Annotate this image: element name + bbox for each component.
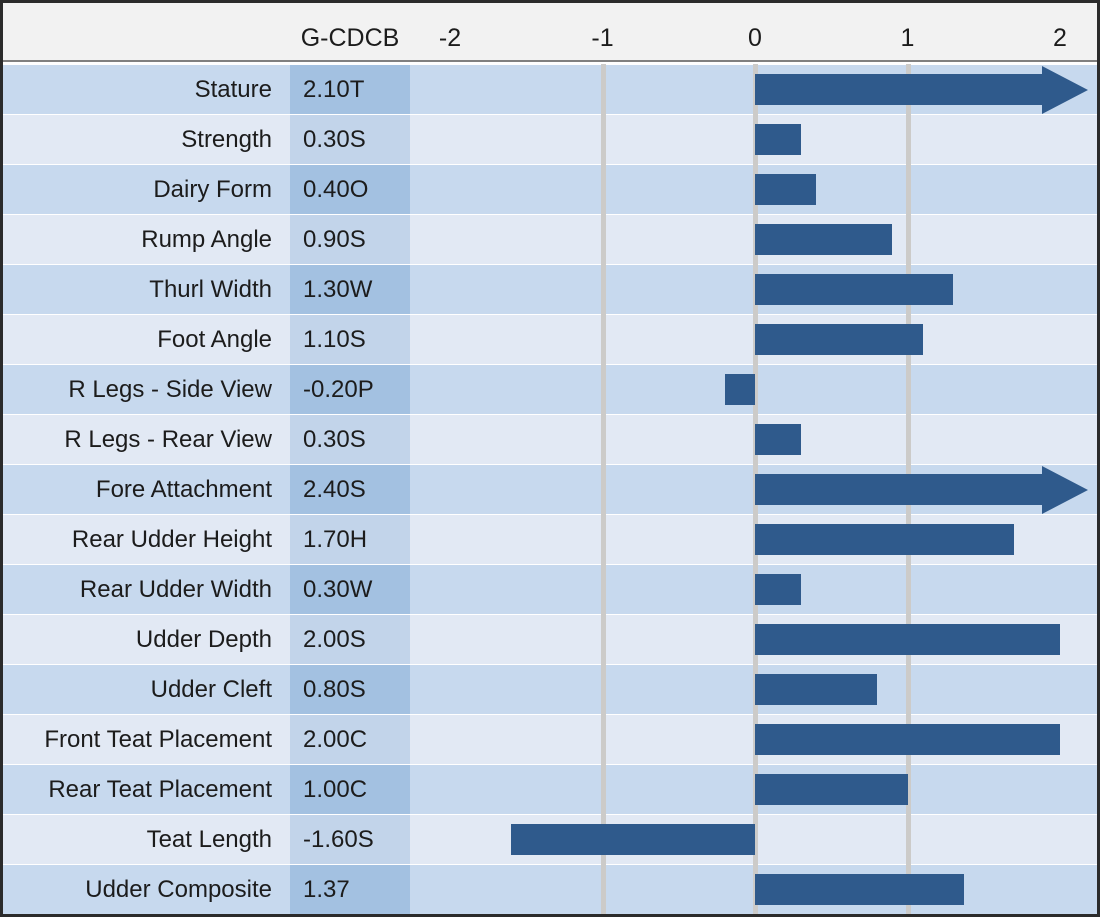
trait-row: Rump Angle 0.90S — [3, 214, 1097, 264]
trait-bar — [755, 524, 1015, 555]
trait-value: 2.40S — [290, 465, 410, 514]
trait-bar — [724, 374, 755, 405]
trait-label: Fore Attachment — [3, 465, 290, 514]
trait-value: 0.30S — [290, 415, 410, 464]
trait-label: Teat Length — [3, 815, 290, 864]
trait-label: Rear Udder Height — [3, 515, 290, 564]
trait-value: 0.90S — [290, 215, 410, 264]
trait-bar — [511, 824, 755, 855]
trait-value: 2.00C — [290, 715, 410, 764]
trait-value: 2.10T — [290, 65, 410, 114]
axis-tick-label: 2 — [1053, 24, 1067, 52]
bar-overflow-arrowhead-icon — [1042, 66, 1088, 114]
trait-label: R Legs - Rear View — [3, 415, 290, 464]
trait-bar-track — [410, 815, 1097, 864]
trait-row: Udder Depth 2.00S — [3, 614, 1097, 664]
trait-label: Strength — [3, 115, 290, 164]
axis-tick-label: 0 — [748, 24, 762, 52]
trait-row: R Legs - Side View -0.20P — [3, 364, 1097, 414]
trait-bar — [755, 774, 908, 805]
trait-row: Foot Angle 1.10S — [3, 314, 1097, 364]
trait-bar — [755, 424, 801, 455]
trait-bar — [755, 124, 801, 155]
trait-value: 1.00C — [290, 765, 410, 814]
trait-label: Front Teat Placement — [3, 715, 290, 764]
chart-gridline — [600, 64, 606, 914]
trait-bar — [755, 474, 1042, 505]
bar-overflow-arrowhead-icon — [1042, 466, 1088, 514]
trait-row: Rear Teat Placement 1.00C — [3, 764, 1097, 814]
trait-row: Udder Cleft 0.80S — [3, 664, 1097, 714]
trait-value: -1.60S — [290, 815, 410, 864]
trait-label: Thurl Width — [3, 265, 290, 314]
trait-row: Rear Udder Width 0.30W — [3, 564, 1097, 614]
trait-label: Rump Angle — [3, 215, 290, 264]
trait-row: Front Teat Placement 2.00C — [3, 714, 1097, 764]
trait-value: 1.30W — [290, 265, 410, 314]
trait-bar — [755, 224, 893, 255]
trait-label: Udder Cleft — [3, 665, 290, 714]
value-column-header: G-CDCB — [300, 24, 400, 52]
trait-bar — [755, 624, 1060, 655]
trait-bar — [755, 574, 801, 605]
trait-label: Rear Udder Width — [3, 565, 290, 614]
trait-bar — [755, 174, 816, 205]
trait-bar — [755, 274, 954, 305]
trait-row: Stature 2.10T — [3, 64, 1097, 114]
trait-label: Rear Teat Placement — [3, 765, 290, 814]
trait-rows: Stature 2.10T Strength 0.30S Dairy Form 0.40O… — [3, 64, 1097, 914]
trait-row: Teat Length -1.60S — [3, 814, 1097, 864]
trait-bar — [755, 74, 1042, 105]
trait-row: Dairy Form 0.40O — [3, 164, 1097, 214]
trait-value: 0.30W — [290, 565, 410, 614]
trait-row: Thurl Width 1.30W — [3, 264, 1097, 314]
chart-header: G-CDCB -2 -1 0 1 2 — [3, 3, 1097, 62]
trait-value: -0.20P — [290, 365, 410, 414]
trait-bar — [755, 674, 877, 705]
trait-row: Udder Composite 1.37 — [3, 864, 1097, 914]
trait-label: Udder Composite — [3, 865, 290, 914]
trait-label: Dairy Form — [3, 165, 290, 214]
trait-value: 1.70H — [290, 515, 410, 564]
axis-tick-label: 1 — [900, 24, 915, 52]
trait-row: Strength 0.30S — [3, 114, 1097, 164]
axis-tick-label: -1 — [591, 24, 614, 52]
trait-bar — [755, 874, 964, 905]
trait-row: R Legs - Rear View 0.30S — [3, 414, 1097, 464]
trait-label: Foot Angle — [3, 315, 290, 364]
trait-value: 1.10S — [290, 315, 410, 364]
trait-value: 1.37 — [290, 865, 410, 914]
trait-value: 0.30S — [290, 115, 410, 164]
trait-value: 2.00S — [290, 615, 410, 664]
trait-row: Fore Attachment 2.40S — [3, 464, 1097, 514]
trait-label: Stature — [3, 65, 290, 114]
trait-label: R Legs - Side View — [3, 365, 290, 414]
trait-value: 0.80S — [290, 665, 410, 714]
axis-tick-label: -2 — [438, 24, 462, 52]
trait-bar — [755, 324, 923, 355]
trait-bar — [755, 724, 1060, 755]
trait-row: Rear Udder Height 1.70H — [3, 514, 1097, 564]
trait-label: Udder Depth — [3, 615, 290, 664]
trait-value: 0.40O — [290, 165, 410, 214]
